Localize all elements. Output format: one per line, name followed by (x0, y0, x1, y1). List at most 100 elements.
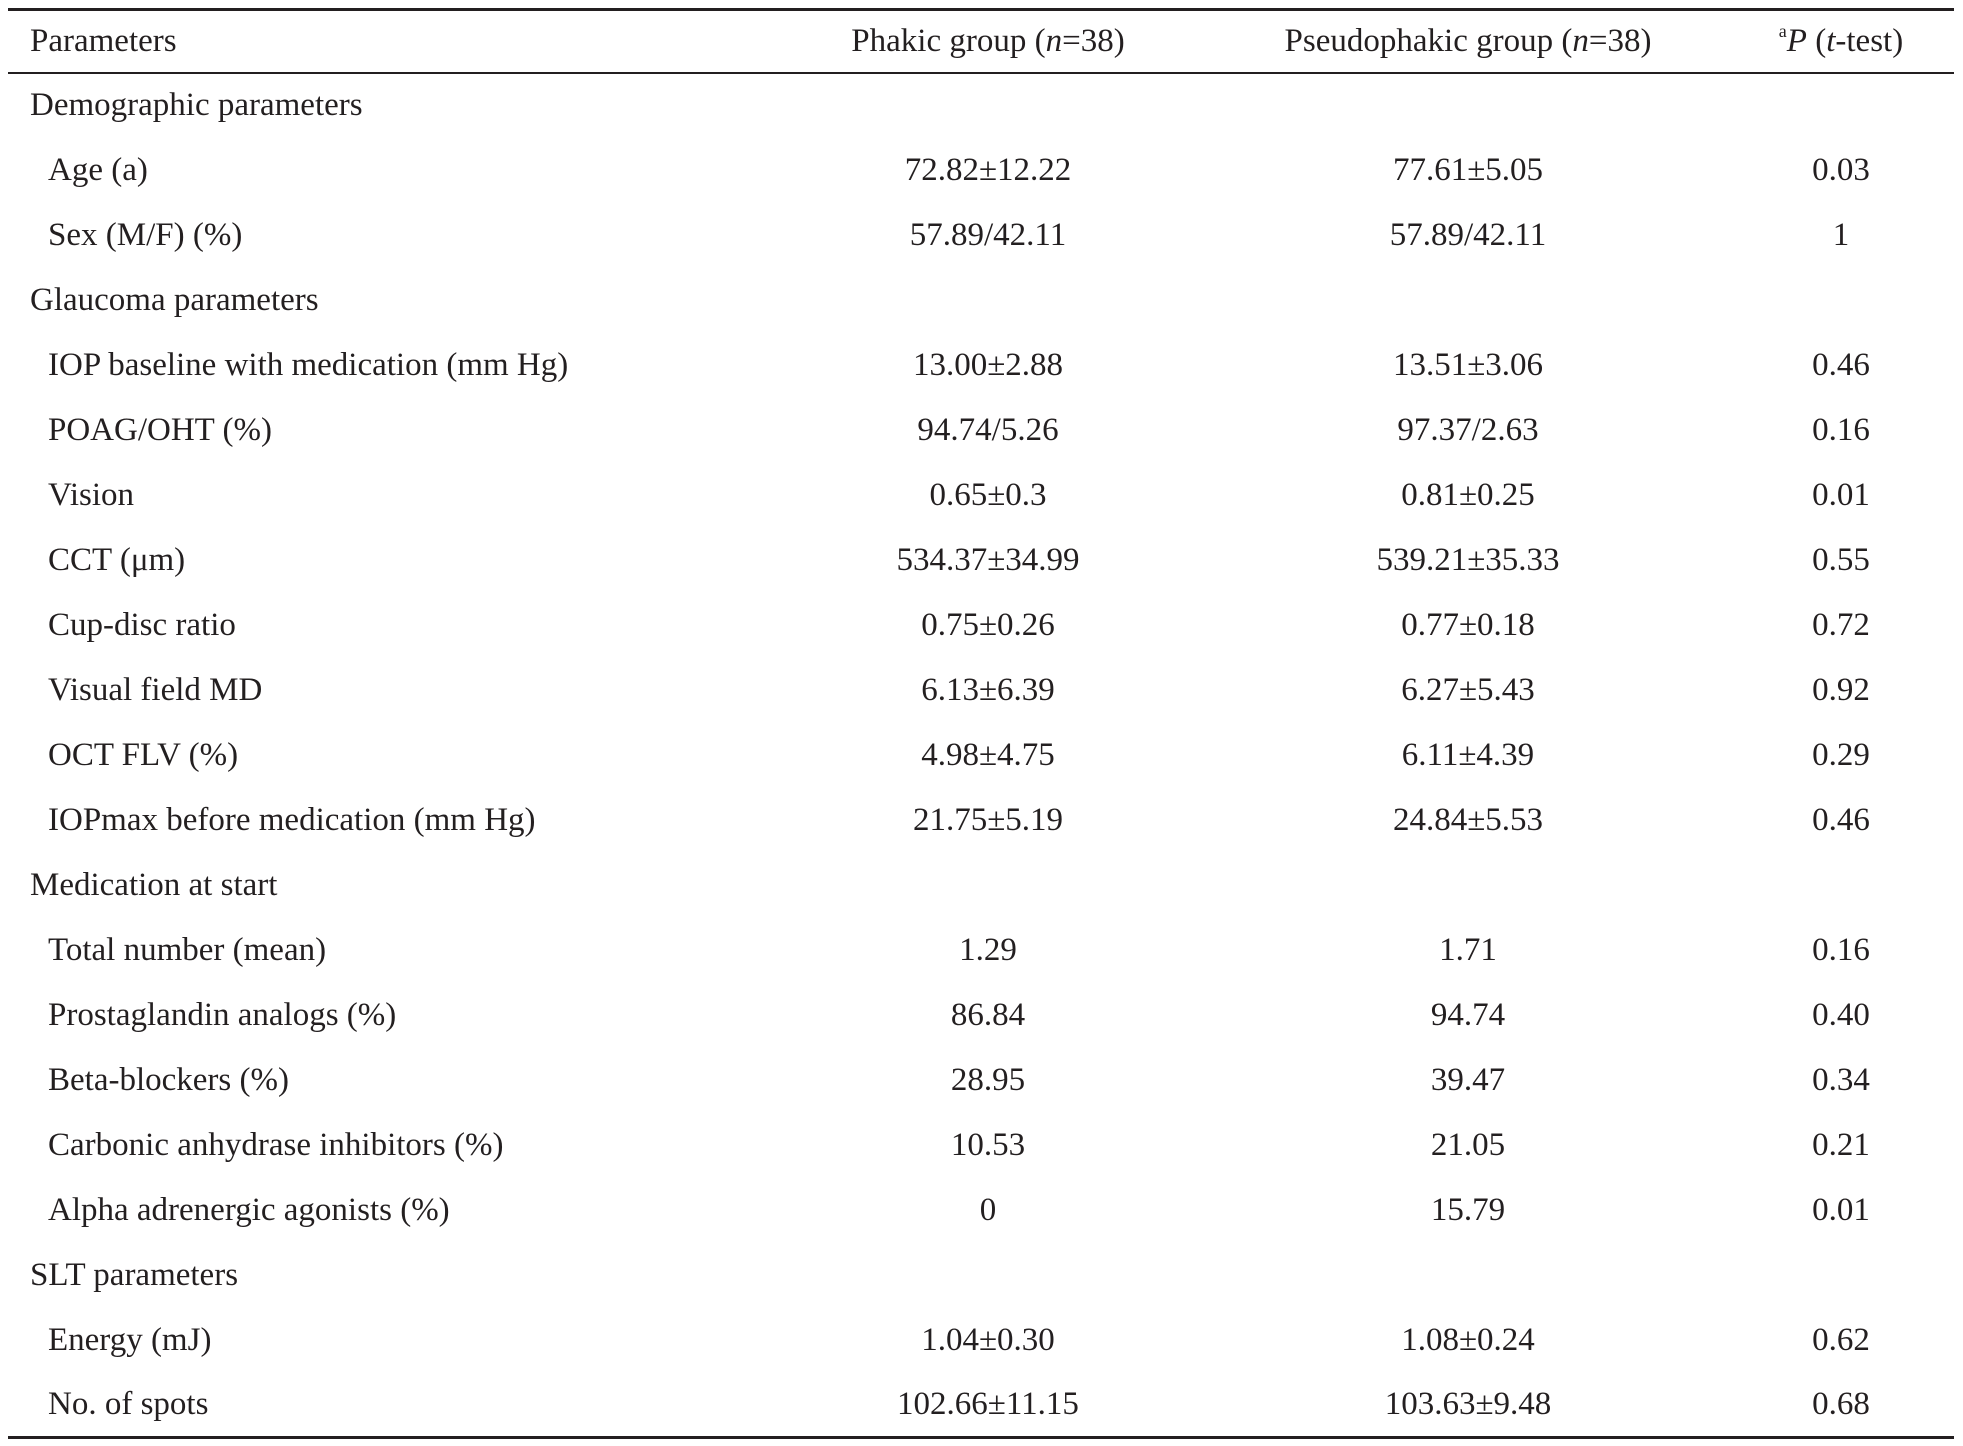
table-row: Age (a) 72.82±12.22 77.61±5.05 0.03 (8, 138, 1954, 203)
header-p-value: aP (t-test) (1728, 8, 1954, 74)
section-header-row: SLT parameters (8, 1243, 1954, 1308)
pseudophakic-value-cell: 1.08±0.24 (1401, 1321, 1535, 1358)
parameter-cell: Cup-disc ratio (48, 606, 236, 643)
section-header-row: Glaucoma parameters (8, 268, 1954, 333)
parameter-cell: Visual field MD (48, 671, 263, 708)
pseudophakic-value-cell: 103.63±9.48 (1208, 1372, 1728, 1439)
pseudophakic-value-cell: 0.77±0.18 (1401, 606, 1535, 643)
table-row: POAG/OHT (%) 94.74/5.26 97.37/2.63 0.16 (8, 398, 1954, 463)
p-value-cell: 1 (1832, 216, 1850, 253)
table-body: Demographic parameters Age (a) 72.82±12.22… (8, 73, 1954, 1439)
table-row: CCT (μm) 534.37±34.99 539.21±35.33 0.55 (8, 528, 1954, 593)
parameter-cell: Prostaglandin analogs (%) (48, 996, 397, 1033)
p-value-cell: 0.01 (1812, 1191, 1870, 1228)
p-value-cell: 0.01 (1812, 476, 1870, 513)
table-row: OCT FLV (%) 4.98±4.75 6.11±4.39 0.29 (8, 723, 1954, 788)
p-value-cell: 0.55 (1812, 541, 1870, 578)
pseudophakic-value-cell: 6.11±4.39 (1401, 736, 1535, 773)
phakic-value-cell: 13.00±2.88 (912, 346, 1064, 383)
phakic-value-cell: 1.29 (959, 931, 1017, 968)
phakic-value-cell: 0.75±0.26 (921, 606, 1055, 643)
parameter-cell: Beta-blockers (%) (48, 1061, 289, 1098)
pseudophakic-value-cell: 21.05 (1430, 1126, 1506, 1163)
table-row: Sex (M/F) (%) 57.89/42.11 57.89/42.11 1 (8, 203, 1954, 268)
pseudophakic-value-cell: 94.74 (1430, 996, 1506, 1033)
section-label: Demographic parameters (30, 87, 363, 123)
pseudophakic-value-cell: 13.51±3.06 (1392, 346, 1544, 383)
table-row: Visual field MD 6.13±6.39 6.27±5.43 0.92 (8, 658, 1954, 723)
table-row: Energy (mJ) 1.04±0.30 1.08±0.24 0.62 (8, 1308, 1954, 1373)
header-phakic-group: Phakic group (n=38) (768, 8, 1208, 74)
parameter-cell: IOPmax before medication (mm Hg) (48, 801, 536, 838)
parameter-cell: IOP baseline with medication (mm Hg) (48, 346, 569, 383)
p-value-cell: 0.34 (1812, 1061, 1870, 1098)
section-label: Medication at start (30, 866, 278, 903)
phakic-value-cell: 0 (979, 1191, 997, 1228)
p-value-cell: 0.68 (1728, 1372, 1954, 1439)
p-value-cell: 0.03 (1812, 151, 1870, 188)
parameter-cell: Alpha adrenergic agonists (%) (48, 1191, 450, 1228)
phakic-value-cell: 6.13±6.39 (921, 671, 1055, 708)
table-row: Prostaglandin analogs (%) 86.84 94.74 0.40 (8, 983, 1954, 1048)
parameter-cell: OCT FLV (%) (48, 736, 239, 773)
phakic-value-cell: 4.98±4.75 (921, 736, 1055, 773)
parameter-cell: No. of spots (8, 1372, 768, 1439)
p-value-cell: 0.62 (1812, 1321, 1870, 1358)
section-label: SLT parameters (30, 1256, 239, 1293)
parameter-cell: Vision (48, 476, 135, 513)
parameter-cell: Sex (M/F) (%) (48, 216, 243, 253)
pseudophakic-value-cell: 77.61±5.05 (1392, 151, 1544, 188)
pseudophakic-value-cell: 6.27±5.43 (1401, 671, 1535, 708)
phakic-value-cell: 10.53 (950, 1126, 1026, 1163)
pseudophakic-value-cell: 24.84±5.53 (1392, 801, 1544, 838)
p-value-cell: 0.46 (1812, 801, 1870, 838)
parameter-cell: Carbonic anhydrase inhibitors (%) (48, 1126, 504, 1163)
phakic-value-cell: 57.89/42.11 (909, 216, 1067, 253)
pseudophakic-value-cell: 97.37/2.63 (1397, 411, 1539, 448)
phakic-value-cell: 0.65±0.3 (929, 476, 1047, 513)
parameter-cell: Total number (mean) (48, 931, 327, 968)
table-header-row: Parameters Phakic group (n=38) Pseudopha… (8, 8, 1954, 74)
table-row: No. of spots 102.66±11.15 103.63±9.48 0.68 (8, 1372, 1954, 1439)
table-row: Cup-disc ratio 0.75±0.26 0.77±0.18 0.72 (8, 593, 1954, 658)
table-row: Carbonic anhydrase inhibitors (%) 10.53 21… (8, 1113, 1954, 1178)
comparison-table: Parameters Phakic group (n=38) Pseudopha… (8, 8, 1954, 1439)
table-row: IOP baseline with medication (mm Hg) 13.0… (8, 333, 1954, 398)
section-header-row: Demographic parameters (8, 73, 1954, 138)
phakic-value-cell: 534.37±34.99 (896, 541, 1080, 578)
pseudophakic-value-cell: 15.79 (1430, 1191, 1506, 1228)
table-row: Total number (mean) 1.29 1.71 0.16 (8, 918, 1954, 983)
phakic-value-cell: 102.66±11.15 (768, 1372, 1208, 1439)
parameter-cell: Energy (mJ) (48, 1321, 212, 1358)
p-value-cell: 0.46 (1812, 346, 1870, 383)
p-value-cell: 0.21 (1812, 1126, 1870, 1163)
phakic-value-cell: 21.75±5.19 (912, 801, 1064, 838)
parameter-cell: CCT (μm) (48, 541, 186, 578)
parameter-cell: POAG/OHT (%) (48, 411, 272, 448)
pseudophakic-value-cell: 57.89/42.11 (1389, 216, 1547, 253)
p-value-cell: 0.72 (1812, 606, 1870, 643)
p-value-cell: 0.92 (1812, 671, 1870, 708)
pseudophakic-value-cell: 1.71 (1439, 931, 1497, 968)
parameter-cell: Age (a) (48, 151, 148, 188)
phakic-value-cell: 28.95 (950, 1061, 1026, 1098)
phakic-value-cell: 86.84 (950, 996, 1026, 1033)
table-row: IOPmax before medication (mm Hg) 21.75±5.… (8, 788, 1954, 853)
p-value-cell: 0.40 (1812, 996, 1870, 1033)
section-header-row: Medication at start (8, 853, 1954, 918)
p-value-cell: 0.16 (1812, 931, 1870, 968)
table-row: Beta-blockers (%) 28.95 39.47 0.34 (8, 1048, 1954, 1113)
table-row: Vision 0.65±0.3 0.81±0.25 0.01 (8, 463, 1954, 528)
p-value-cell: 0.16 (1812, 411, 1870, 448)
header-parameters: Parameters (8, 8, 768, 74)
phakic-value-cell: 94.74/5.26 (917, 411, 1059, 448)
table-row: Alpha adrenergic agonists (%) 0 15.79 0.01 (8, 1178, 1954, 1243)
pseudophakic-value-cell: 539.21±35.33 (1376, 541, 1560, 578)
pseudophakic-value-cell: 0.81±0.25 (1401, 476, 1535, 513)
pseudophakic-value-cell: 39.47 (1430, 1061, 1506, 1098)
p-value-cell: 0.29 (1812, 736, 1870, 773)
header-pseudophakic-group: Pseudophakic group (n=38) (1208, 8, 1728, 74)
section-label: Glaucoma parameters (30, 281, 319, 318)
phakic-value-cell: 72.82±12.22 (904, 151, 1072, 188)
